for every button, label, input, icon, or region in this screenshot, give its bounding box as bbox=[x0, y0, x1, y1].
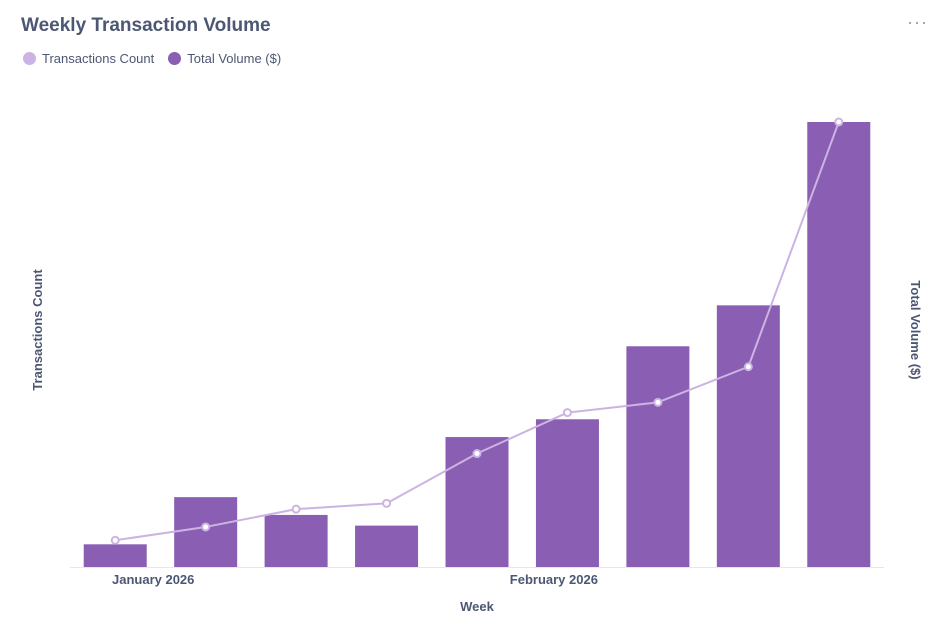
point-transactions-count-5[interactable] bbox=[472, 449, 482, 459]
legend-item-total-volume[interactable]: Total Volume ($) bbox=[168, 51, 281, 66]
line-layer bbox=[110, 117, 844, 545]
bar-total-volume-2[interactable] bbox=[174, 497, 238, 567]
y-axis-left-title: Transactions Count bbox=[30, 269, 45, 391]
bar-total-volume-3[interactable] bbox=[264, 514, 328, 567]
point-transactions-count-1[interactable] bbox=[110, 535, 120, 545]
bar-total-volume-1[interactable] bbox=[83, 544, 147, 567]
point-transactions-count-7[interactable] bbox=[653, 397, 663, 407]
x-axis-title: Week bbox=[460, 599, 494, 614]
point-transactions-count-4[interactable] bbox=[382, 498, 392, 508]
legend-label-total-volume: Total Volume ($) bbox=[187, 51, 282, 66]
bar-total-volume-5[interactable] bbox=[445, 437, 509, 567]
legend-label-transactions-count: Transactions Count bbox=[42, 51, 155, 66]
legend-dot-total-volume bbox=[168, 52, 182, 65]
bar-total-volume-8[interactable] bbox=[716, 305, 780, 567]
bar-total-volume-6[interactable] bbox=[535, 419, 599, 567]
more-options-icon[interactable]: ··· bbox=[907, 12, 928, 32]
bar-total-volume-4[interactable] bbox=[355, 525, 419, 567]
bar-total-volume-7[interactable] bbox=[626, 346, 690, 567]
y-axis-right-title: Total Volume ($) bbox=[908, 280, 923, 379]
chart-legend: Transactions Count Total Volume ($) bbox=[23, 51, 295, 66]
point-transactions-count-2[interactable] bbox=[201, 522, 211, 532]
point-transactions-count-8[interactable] bbox=[743, 362, 753, 372]
point-transactions-count-3[interactable] bbox=[291, 504, 301, 514]
legend-dot-transactions-count bbox=[23, 52, 36, 65]
point-transactions-count-9[interactable] bbox=[834, 117, 844, 127]
x-tick-label-2: February 2026 bbox=[510, 572, 598, 587]
point-transactions-count-6[interactable] bbox=[562, 408, 572, 418]
bars-layer bbox=[83, 122, 871, 567]
x-tick-label-1: January 2026 bbox=[112, 572, 194, 587]
legend-item-transactions-count[interactable]: Transactions Count bbox=[23, 51, 154, 66]
chart-title: Weekly Transaction Volume bbox=[21, 15, 271, 36]
x-tick-labels: January 2026 February 2026 bbox=[112, 572, 598, 587]
bar-total-volume-9[interactable] bbox=[807, 122, 871, 567]
